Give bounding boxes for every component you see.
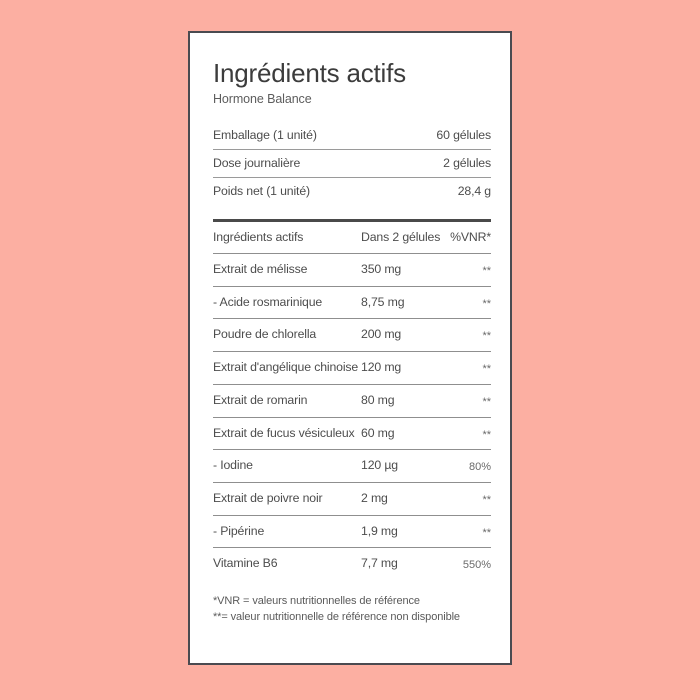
summary-label: Poids net (1 unité) bbox=[213, 177, 396, 206]
ingredient-dose: 7,7 mg bbox=[361, 547, 443, 581]
table-row: - Acide rosmarinique 8,75 mg ** bbox=[213, 285, 491, 319]
summary-value: 2 gélules bbox=[395, 149, 491, 178]
summary-label: Dose journalière bbox=[213, 149, 396, 178]
ingredient-name: Extrait de mélisse bbox=[213, 252, 361, 287]
ingredient-name: - Acide rosmarinique bbox=[213, 285, 361, 319]
table-row: - Pipérine 1,9 mg ** bbox=[213, 514, 491, 548]
table-row: Extrait d'angélique chinoise 120 mg ** bbox=[213, 351, 491, 385]
ingredient-dose: 350 mg bbox=[361, 252, 443, 287]
page-title: Ingrédients actifs bbox=[213, 58, 406, 88]
ingredient-vnr: 550% bbox=[443, 547, 491, 581]
table-row: - Iodine 120 µg 80% bbox=[213, 449, 491, 483]
ingredient-name: - Iodine bbox=[213, 449, 361, 483]
summary-value: 28,4 g bbox=[395, 177, 491, 206]
ingredient-name: Extrait d'angélique chinoise bbox=[213, 351, 361, 385]
vnr-value: 80% bbox=[468, 461, 491, 474]
product-subtitle: Hormone Balance bbox=[213, 92, 312, 107]
ingredient-name: Extrait de fucus vésiculeux bbox=[213, 416, 361, 450]
ingredient-dose: 120 mg bbox=[361, 351, 443, 385]
vnr-value: ** bbox=[482, 526, 491, 539]
vnr-value: ** bbox=[482, 428, 491, 441]
ingredient-name: Extrait de romarin bbox=[213, 383, 361, 418]
column-header-ingredient: Ingrédients actifs bbox=[213, 230, 304, 245]
footnote-unavailable: **= valeur nutritionnelle de référence n… bbox=[213, 610, 460, 623]
ingredient-name: Extrait de poivre noir bbox=[213, 481, 361, 516]
card-content: Ingrédients actifs Hormone Balance Embal… bbox=[213, 58, 491, 625]
table-header-row: Ingrédients actifs Dans 2 gélules %VNR* bbox=[213, 222, 491, 253]
ingredient-vnr: ** bbox=[443, 416, 491, 450]
summary-row: Poids net (1 unité) 28,4 g bbox=[213, 177, 491, 206]
table-row: Extrait de mélisse 350 mg ** bbox=[213, 252, 491, 287]
summary-row: Dose journalière 2 gélules bbox=[213, 149, 491, 178]
ingredient-name: Vitamine B6 bbox=[213, 547, 361, 581]
vnr-value: ** bbox=[482, 363, 491, 376]
vnr-value: ** bbox=[482, 264, 491, 277]
vnr-value: 550% bbox=[462, 559, 491, 572]
supplement-facts-card: Ingrédients actifs Hormone Balance Embal… bbox=[188, 31, 512, 665]
ingredient-vnr: ** bbox=[443, 514, 491, 548]
ingredient-vnr: ** bbox=[443, 252, 491, 287]
ingredient-dose: 200 mg bbox=[361, 318, 443, 352]
ingredient-vnr: ** bbox=[443, 481, 491, 516]
ingredients-table-head: Ingrédients actifs Dans 2 gélules %VNR* bbox=[213, 222, 491, 253]
summary-table: Emballage (1 unité) 60 gélules Dose jour… bbox=[213, 122, 491, 206]
column-header-vnr: %VNR* bbox=[450, 230, 491, 245]
section-divider bbox=[213, 219, 491, 223]
ingredient-dose: 80 mg bbox=[361, 383, 443, 418]
summary-value: 60 gélules bbox=[436, 128, 491, 143]
ingredient-name: - Pipérine bbox=[213, 514, 361, 548]
ingredient-dose: 8,75 mg bbox=[361, 285, 443, 319]
vnr-value: ** bbox=[482, 297, 491, 310]
ingredient-vnr: ** bbox=[443, 383, 491, 418]
ingredients-table: Ingrédients actifs Dans 2 gélules %VNR* … bbox=[213, 222, 491, 581]
table-row: Extrait de poivre noir 2 mg ** bbox=[213, 481, 491, 516]
footnote-vnr: *VNR = valeurs nutritionnelles de référe… bbox=[213, 595, 420, 608]
table-row: Extrait de romarin 80 mg ** bbox=[213, 383, 491, 418]
ingredient-vnr: ** bbox=[443, 318, 491, 352]
summary-row: Emballage (1 unité) 60 gélules bbox=[213, 122, 491, 150]
summary-table-body: Emballage (1 unité) 60 gélules Dose jour… bbox=[213, 122, 491, 206]
ingredient-name: Poudre de chlorella bbox=[213, 318, 361, 352]
summary-label: Emballage (1 unité) bbox=[213, 128, 317, 143]
ingredient-dose: 1,9 mg bbox=[361, 514, 443, 548]
column-header-dose: Dans 2 gélules bbox=[361, 230, 441, 245]
table-row: Extrait de fucus vésiculeux 60 mg ** bbox=[213, 416, 491, 450]
ingredient-vnr: ** bbox=[443, 285, 491, 319]
table-row: Vitamine B6 7,7 mg 550% bbox=[213, 547, 491, 581]
ingredient-dose: 120 µg bbox=[361, 449, 443, 483]
ingredient-dose: 60 mg bbox=[361, 416, 443, 450]
footnotes: *VNR = valeurs nutritionnelles de référe… bbox=[213, 594, 491, 625]
vnr-value: ** bbox=[482, 330, 491, 343]
vnr-value: ** bbox=[482, 395, 491, 408]
vnr-value: ** bbox=[482, 493, 491, 506]
ingredient-dose: 2 mg bbox=[361, 481, 443, 516]
ingredient-vnr: ** bbox=[443, 351, 491, 385]
ingredients-table-body: Extrait de mélisse 350 mg ** - Acide ros… bbox=[213, 252, 491, 581]
ingredient-vnr: 80% bbox=[443, 449, 491, 483]
table-row: Poudre de chlorella 200 mg ** bbox=[213, 318, 491, 352]
